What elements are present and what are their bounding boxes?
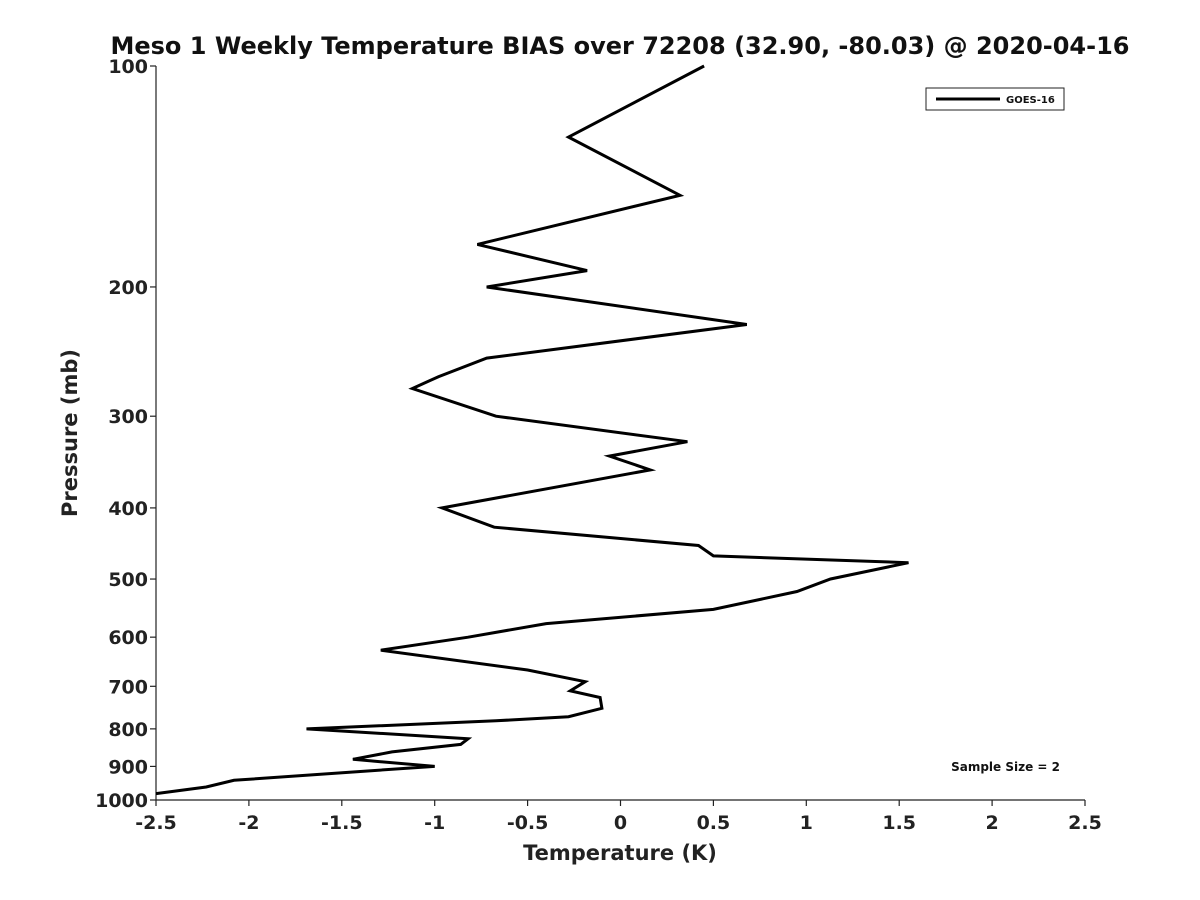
legend: GOES-16 [925, 87, 1065, 111]
x-tick-label: -1 [424, 812, 445, 834]
y-tick-label: 700 [108, 676, 148, 698]
y-tick-label: 1000 [95, 790, 148, 812]
legend-entry-label: GOES-16 [1006, 95, 1055, 106]
x-tick-label: -1.5 [321, 812, 363, 834]
x-tick-label: -2.5 [135, 812, 177, 834]
y-tick-label: 900 [108, 756, 148, 778]
sample-size-annotation: Sample Size = 2 [951, 760, 1060, 774]
y-tick-label: 600 [108, 627, 148, 649]
x-tick-label: 2 [985, 812, 998, 834]
y-tick-label: 400 [108, 498, 148, 520]
x-tick-label: -0.5 [507, 812, 549, 834]
y-axis-ticks: 100 200 300 400 500 600 700 800 900 1000 [95, 56, 156, 812]
series-line-goes-16 [155, 64, 909, 796]
y-tick-label: 200 [108, 277, 148, 299]
y-tick-label: 800 [108, 719, 148, 741]
y-tick-label: 300 [108, 406, 148, 428]
x-axis-label: Temperature (K) [523, 841, 717, 865]
x-tick-label: -2 [238, 812, 259, 834]
x-tick-label: 0 [614, 812, 627, 834]
x-tick-label: 1 [800, 812, 813, 834]
y-tick-label: 500 [108, 569, 148, 591]
chart-title: Meso 1 Weekly Temperature BIAS over 7220… [110, 32, 1129, 60]
x-tick-label: 0.5 [697, 812, 731, 834]
x-tick-label: 2.5 [1068, 812, 1102, 834]
x-axis-ticks: -2.5 -2 -1.5 -1 -0.5 0 0.5 1 1.5 2 2.5 [135, 800, 1102, 834]
x-tick-label: 1.5 [882, 812, 916, 834]
y-axis-label: Pressure (mb) [58, 349, 82, 517]
y-tick-label: 100 [108, 56, 148, 78]
series-layer [155, 64, 909, 796]
